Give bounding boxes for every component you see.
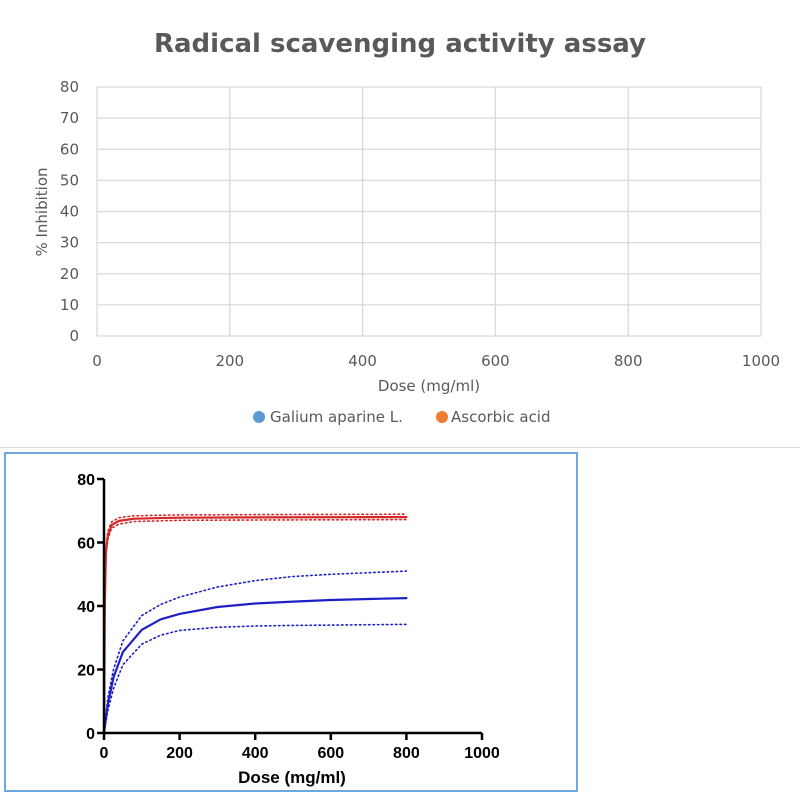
y-tick-label: 40 xyxy=(60,203,79,221)
y-tick-labels: 0 20 40 60 80 xyxy=(77,472,95,743)
top-chart: Radical scavenging activity assay 0 10 20 3… xyxy=(33,29,780,426)
y-tick-label: 20 xyxy=(77,663,95,680)
y-tick-labels: 0 10 20 30 40 50 60 70 80 xyxy=(60,78,79,345)
x-tick-label: 600 xyxy=(317,745,344,762)
x-tick-label: 400 xyxy=(242,745,269,762)
curves xyxy=(102,513,408,735)
y-tick-label: 20 xyxy=(60,265,79,283)
y-tick-label: 10 xyxy=(60,296,79,314)
legend-label-galium: Galium aparine L. xyxy=(270,408,403,426)
y-tick-label: 0 xyxy=(69,327,79,345)
red-dotted-curve-1 xyxy=(103,513,408,734)
y-tick-label: 40 xyxy=(77,599,95,616)
x-tick-label: 200 xyxy=(215,352,244,370)
x-tick-label: 1000 xyxy=(742,352,780,370)
y-tick-label: 50 xyxy=(60,171,79,189)
y-tick-label: 60 xyxy=(77,536,95,553)
x-tick-labels: 0 200 400 600 800 1000 xyxy=(92,352,780,370)
bottom-chart: 0 20 40 60 80 0 200 400 600 800 1000 Dose (mg/ml) xyxy=(77,472,500,787)
y-tick-label: 30 xyxy=(60,234,79,252)
x-tick-label: 0 xyxy=(92,352,102,370)
y-tick-label: 0 xyxy=(86,726,95,743)
x-tick-label: 1000 xyxy=(464,745,500,762)
y-tick-label: 80 xyxy=(77,472,95,489)
x-tick-label: 400 xyxy=(348,352,377,370)
x-tick-label: 600 xyxy=(481,352,510,370)
axes xyxy=(97,477,484,740)
legend-label-ascorbic: Ascorbic acid xyxy=(451,408,551,426)
y-tick-label: 80 xyxy=(60,78,79,96)
x-tick-label: 200 xyxy=(166,745,193,762)
gridlines xyxy=(96,86,762,337)
y-tick-label: 60 xyxy=(60,140,79,158)
legend: Galium aparine L. Ascorbic acid xyxy=(253,408,551,426)
x-tick-label: 800 xyxy=(393,745,420,762)
top-chart-panel: Radical scavenging activity assay 0 10 20 3… xyxy=(0,29,800,448)
blue-dotted-curve-4 xyxy=(103,570,408,734)
x-tick-labels: 0 200 400 600 800 1000 xyxy=(100,745,500,762)
blue-dotted-curve-5 xyxy=(103,623,408,734)
bottom-chart-panel: 0 20 40 60 80 0 200 400 600 800 1000 Dose (mg/ml) xyxy=(4,452,578,792)
x-axis-label: Dose (mg/ml) xyxy=(378,377,480,395)
legend-marker-galium xyxy=(253,411,265,423)
y-axis-label: % Inhibition xyxy=(33,167,51,256)
y-tick-label: 70 xyxy=(60,109,79,127)
blue-solid-curve-3 xyxy=(102,597,408,735)
red-dotted-curve-2 xyxy=(103,518,408,734)
x-tick-label: 800 xyxy=(614,352,643,370)
x-tick-label: 0 xyxy=(100,745,109,762)
chart-title: Radical scavenging activity assay xyxy=(154,29,646,59)
x-axis-label: Dose (mg/ml) xyxy=(238,768,346,787)
legend-marker-ascorbic xyxy=(436,411,448,423)
